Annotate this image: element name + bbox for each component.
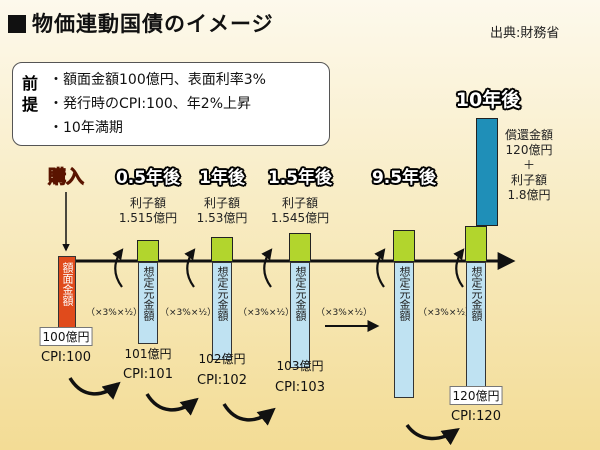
purchase-amount: 100億円 <box>39 327 93 346</box>
source-label: 出典:財務省 <box>490 26 560 41</box>
coupon-bar <box>393 230 415 262</box>
title-square-icon <box>8 15 26 33</box>
redemption-line: 利子額 <box>511 173 548 187</box>
redemption-line: 償還金額 <box>505 128 554 142</box>
principal-bar <box>212 262 232 360</box>
premise-box: 前提 ・額面金額100億円、表面利率3% ・発行時のCPI:100、年2%上昇 … <box>12 62 330 146</box>
multiplier-label: （×3%×½） <box>238 308 295 318</box>
principal-bar <box>290 262 310 368</box>
coupon-bar <box>211 237 233 262</box>
redemption-text: 償還金額 120億円 ＋ 利子額 1.8億円 <box>505 128 553 203</box>
redemption-line: 1.8億円 <box>507 188 551 202</box>
period-label: 1.5年後 <box>267 168 333 188</box>
period-label: 10年後 <box>455 89 521 111</box>
principal-bar-text: 想定元金額 <box>142 266 155 321</box>
principal-amount: 101億円 <box>124 347 172 361</box>
title-text: 物価連動国債のイメージ <box>32 12 274 36</box>
growth-curve-arrow <box>68 377 121 400</box>
principal-amount: 120億円 <box>449 386 503 405</box>
principal-bar-text: 想定元金額 <box>216 266 229 321</box>
principal-cpi: CPI:102 <box>197 373 247 388</box>
premise-item: ・額面金額100億円、表面利率3% <box>49 72 266 88</box>
premise-label: 前提 <box>21 74 38 114</box>
principal-cpi: CPI:101 <box>123 367 173 382</box>
principal-bar <box>394 262 414 398</box>
growth-curve-arrow <box>145 393 199 416</box>
coupon-bar <box>289 233 311 262</box>
principal-bar-text: 想定元金額 <box>294 266 307 321</box>
principal-bar-text: 想定元金額 <box>398 266 411 321</box>
premise-item: ・10年満期 <box>49 120 123 136</box>
period-label: 9.5年後 <box>371 168 437 188</box>
page-title: 物価連動国債のイメージ <box>8 8 274 38</box>
principal-amount: 103億円 <box>276 359 324 373</box>
redemption-line: 120億円 <box>505 143 553 157</box>
coupon-text: 利子額 1.515億円 <box>118 196 178 225</box>
redemption-plus: ＋ <box>523 158 536 172</box>
coupon-bar <box>137 240 159 262</box>
coupon-curve-arrow <box>374 248 386 288</box>
principal-cpi: CPI:103 <box>275 380 325 395</box>
premise-item: ・発行時のCPI:100、年2%上昇 <box>49 96 251 112</box>
coupon-text: 利子額 1.53億円 <box>196 196 248 225</box>
growth-curve-arrow <box>222 403 276 426</box>
multiplier-label: （×3%×½） <box>418 308 475 318</box>
redemption-bar <box>476 118 498 226</box>
multiplier-label: （×3%×½） <box>316 308 373 318</box>
period-label: 1年後 <box>199 168 245 188</box>
multiplier-label: （×3%×½） <box>86 308 143 318</box>
coupon-curve-arrow <box>453 248 465 288</box>
period-label: 0.5年後 <box>115 168 181 188</box>
principal-amount: 102億円 <box>198 352 246 366</box>
growth-curve-arrow <box>405 423 460 446</box>
purchase-label: 購入 <box>48 167 85 189</box>
coupon-curve-arrow <box>261 248 273 288</box>
coupon-bar <box>465 226 487 262</box>
multiplier-label: （×3%×½） <box>160 308 217 318</box>
coupon-curve-arrow <box>112 248 124 288</box>
principal-bar-text: 想定元金額 <box>470 266 483 321</box>
purchase-cpi: CPI:100 <box>41 350 91 365</box>
principal-bar <box>138 262 158 344</box>
principal-cpi: CPI:120 <box>451 409 501 424</box>
coupon-text: 利子額 1.545億円 <box>270 196 330 225</box>
coupon-curve-arrow <box>184 248 196 288</box>
purchase-bar-text: 額面金額 <box>61 262 74 306</box>
